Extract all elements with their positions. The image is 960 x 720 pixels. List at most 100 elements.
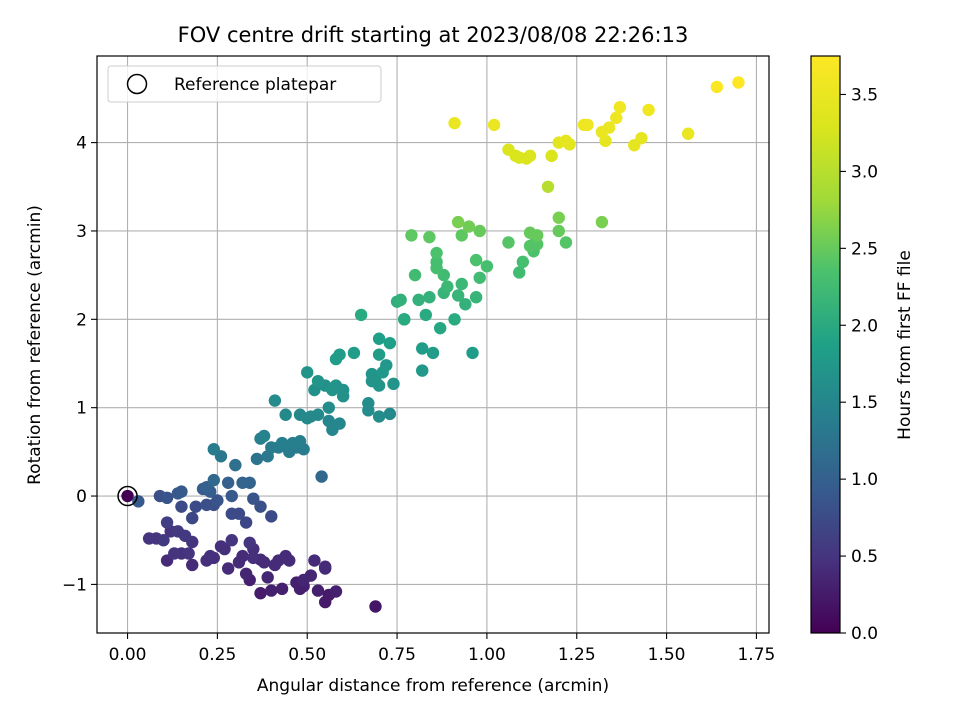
scatter-point bbox=[552, 224, 565, 238]
scatter-point bbox=[178, 529, 192, 543]
scatter-point bbox=[372, 410, 386, 423]
y-tick-label: 0 bbox=[76, 487, 87, 507]
scatter-point bbox=[732, 76, 745, 89]
scatter-point bbox=[513, 266, 526, 279]
scatter-point bbox=[160, 516, 174, 529]
scatter-point bbox=[175, 485, 188, 498]
y-axis-ticks: −1 0 1 2 3 4 bbox=[62, 134, 97, 595]
scatter-point bbox=[311, 408, 325, 421]
scatter-point bbox=[232, 507, 246, 520]
scatter-point bbox=[207, 551, 220, 565]
scatter-point bbox=[466, 346, 479, 360]
scatter-point bbox=[459, 298, 472, 311]
scatter-point bbox=[613, 101, 627, 114]
colorbar-tick-label: 1.0 bbox=[851, 470, 878, 490]
scatter-point bbox=[247, 492, 260, 505]
scatter-point bbox=[487, 118, 501, 132]
legend-reference-marker bbox=[126, 73, 148, 95]
scatter-point bbox=[408, 268, 422, 282]
scatter-point bbox=[473, 271, 486, 284]
scatter-point bbox=[265, 510, 278, 523]
scatter-point bbox=[243, 476, 256, 489]
scatter-point bbox=[448, 313, 461, 326]
scatter-point bbox=[354, 308, 368, 322]
scatter-point bbox=[451, 215, 465, 229]
scatter-point bbox=[541, 180, 555, 193]
scatter-point bbox=[433, 321, 447, 335]
y-tick-label: 1 bbox=[76, 399, 87, 419]
scatter-point bbox=[502, 236, 515, 249]
scatter-point bbox=[380, 359, 393, 372]
scatter-point bbox=[239, 567, 253, 580]
scatter-point bbox=[531, 229, 544, 242]
scatter-point bbox=[265, 584, 278, 597]
x-axis-label: Angular distance from reference (arcmin) bbox=[257, 676, 609, 696]
colorbar-frame bbox=[810, 55, 841, 634]
scatter-point bbox=[394, 293, 407, 307]
x-tick-label: 1.75 bbox=[737, 645, 775, 665]
scatter-point bbox=[254, 500, 267, 513]
legend: Reference platepar bbox=[107, 65, 382, 103]
scatter-point bbox=[383, 336, 397, 350]
scatter-point bbox=[186, 511, 199, 525]
colorbar-ticks: 0.0 0.5 1.0 1.5 2.0 2.5 3.0 3.5 bbox=[840, 85, 878, 644]
scatter-point bbox=[221, 562, 235, 575]
x-tick-label: 0.75 bbox=[378, 645, 416, 665]
scatter-point bbox=[254, 587, 267, 600]
x-tick-label: 1.25 bbox=[558, 645, 596, 665]
legend-label: Reference platepar bbox=[174, 75, 336, 95]
y-tick-label: 4 bbox=[76, 134, 87, 154]
scatter-point bbox=[473, 224, 486, 238]
colorbar-tick-label: 3.5 bbox=[851, 85, 878, 105]
colorbar-tick-label: 0.0 bbox=[851, 624, 878, 644]
y-tick-label: 2 bbox=[76, 310, 87, 330]
scatter-point bbox=[581, 118, 594, 132]
reference-platepar-marker bbox=[117, 485, 138, 507]
scatter-point bbox=[257, 556, 271, 569]
scatter-point bbox=[182, 547, 195, 560]
scatter-point bbox=[559, 134, 573, 148]
scatter-point bbox=[523, 149, 537, 163]
scatter-point bbox=[175, 500, 188, 513]
scatter-point bbox=[211, 494, 224, 507]
x-tick-label: 0.25 bbox=[198, 645, 236, 665]
scatter-point bbox=[347, 346, 361, 360]
scatter-point bbox=[329, 585, 343, 598]
x-tick-label: 0.00 bbox=[109, 645, 147, 665]
colorbar-tick-label: 2.5 bbox=[851, 239, 878, 259]
scatter-point bbox=[275, 582, 289, 596]
scatter-point bbox=[160, 491, 174, 505]
scatter-point bbox=[412, 293, 425, 307]
scatter-point bbox=[225, 489, 238, 503]
legend-box bbox=[107, 65, 382, 103]
chart-title: FOV centre drift starting at 2023/08/08 … bbox=[178, 23, 689, 47]
scatter-point bbox=[301, 366, 314, 379]
x-tick-label: 0.50 bbox=[288, 645, 326, 665]
scatter-point bbox=[157, 534, 170, 547]
scatter-point bbox=[283, 554, 296, 567]
scatter-point bbox=[451, 289, 465, 302]
plot-frame bbox=[96, 55, 770, 634]
scatter-point bbox=[516, 255, 530, 269]
x-axis-ticks: 0.00 0.25 0.50 0.75 1.00 1.25 1.50 1.75 bbox=[109, 633, 775, 665]
scatter-point bbox=[423, 291, 436, 304]
colorbar-tick-label: 1.5 bbox=[851, 393, 878, 413]
scatter-point bbox=[426, 346, 440, 360]
scatter-point bbox=[221, 476, 235, 489]
scatter-point bbox=[423, 230, 436, 244]
scatter-point bbox=[236, 549, 249, 563]
scatter-point bbox=[405, 229, 418, 242]
scatter-point bbox=[333, 417, 346, 430]
scatter-point bbox=[207, 473, 220, 487]
y-tick-label: 3 bbox=[76, 222, 87, 242]
scatter-point bbox=[531, 238, 544, 251]
scatter-point bbox=[207, 443, 220, 456]
scatter-point bbox=[261, 571, 274, 584]
scatter-point bbox=[387, 377, 400, 391]
scatter-point bbox=[602, 121, 616, 134]
colorbar-tick-label: 3.0 bbox=[851, 162, 878, 182]
scatter-point bbox=[610, 111, 623, 125]
scatter-point bbox=[419, 308, 433, 322]
scatter-point bbox=[311, 584, 325, 597]
